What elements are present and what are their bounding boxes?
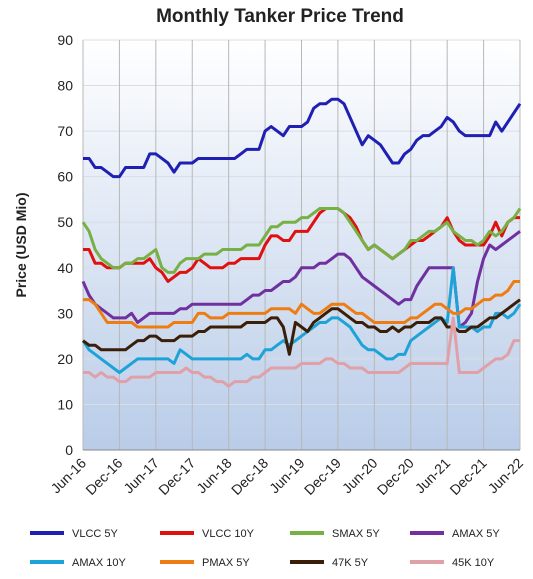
x-tick-label: Dec-17 <box>155 455 198 498</box>
x-tick-label: Dec-20 <box>374 455 417 498</box>
series-line <box>83 207 520 283</box>
y-axis-label: Price (USD Mio) <box>13 192 29 297</box>
chart-title: Monthly Tanker Price Trend <box>156 6 404 27</box>
y-tick-label: 90 <box>57 32 73 48</box>
series-line <box>83 97 522 179</box>
legend-label: PMAX 5Y <box>202 557 250 569</box>
legend-label: AMAX 10Y <box>72 557 126 569</box>
y-tick-label: 50 <box>57 214 73 230</box>
x-tick-label: Dec-18 <box>228 455 271 498</box>
legend-label: 45K 10Y <box>452 557 495 569</box>
legend-label: SMAX 5Y <box>332 528 380 540</box>
series-line <box>81 230 521 329</box>
y-tick-label: 30 <box>57 305 73 321</box>
series-line <box>82 298 521 356</box>
legend-label: 47K 5Y <box>332 557 369 569</box>
x-tick-label: Dec-19 <box>301 455 344 498</box>
series-line <box>81 266 522 375</box>
legend-label: VLCC 5Y <box>72 528 119 540</box>
x-tick-label: Jun-17 <box>120 455 162 497</box>
x-tick-label: Jun-21 <box>412 455 454 497</box>
series-line <box>81 207 522 274</box>
y-tick-label: 60 <box>57 169 73 185</box>
y-tick-label: 10 <box>57 396 73 412</box>
y-tick-label: 80 <box>57 78 73 94</box>
legend-label: VLCC 10Y <box>202 528 255 540</box>
x-tick-label: Jun-18 <box>193 455 235 497</box>
x-tick-label: Dec-21 <box>446 455 489 498</box>
y-tick-label: 70 <box>57 123 73 139</box>
x-tick-label: Jun-19 <box>266 455 308 497</box>
x-tick-label: Dec-16 <box>82 455 125 498</box>
series-line <box>83 279 520 329</box>
y-tick-label: 0 <box>65 442 73 458</box>
x-tick-label: Jun-16 <box>48 455 90 497</box>
x-tick-label: Jun-20 <box>339 455 381 497</box>
y-tick-label: 40 <box>57 260 73 276</box>
x-tick-label: Jun-22 <box>485 455 527 497</box>
series-line <box>83 316 520 388</box>
y-tick-label: 20 <box>57 351 73 367</box>
legend-label: AMAX 5Y <box>452 528 500 540</box>
